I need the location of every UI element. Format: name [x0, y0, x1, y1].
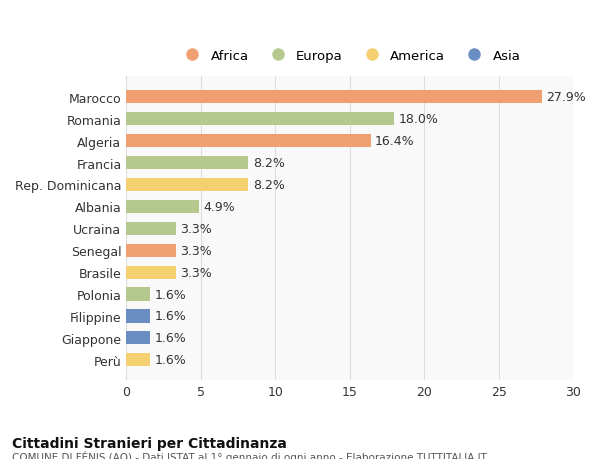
Text: 18.0%: 18.0% — [399, 113, 439, 126]
Bar — [127, 91, 542, 104]
Text: 27.9%: 27.9% — [547, 91, 586, 104]
Bar — [127, 135, 371, 148]
Text: 1.6%: 1.6% — [155, 310, 187, 323]
Text: 16.4%: 16.4% — [375, 135, 415, 148]
Bar — [127, 179, 248, 191]
Text: 1.6%: 1.6% — [155, 353, 187, 366]
Bar — [127, 310, 150, 323]
Text: Cittadini Stranieri per Cittadinanza: Cittadini Stranieri per Cittadinanza — [12, 436, 287, 450]
Text: 1.6%: 1.6% — [155, 288, 187, 301]
Bar — [127, 222, 176, 235]
Text: 3.3%: 3.3% — [180, 222, 212, 235]
Bar — [127, 353, 150, 367]
Bar — [127, 266, 176, 279]
Bar — [127, 113, 394, 126]
Text: 3.3%: 3.3% — [180, 266, 212, 279]
Text: 8.2%: 8.2% — [253, 157, 285, 170]
Text: 1.6%: 1.6% — [155, 332, 187, 345]
Bar — [127, 157, 248, 170]
Text: COMUNE DI FÉNIS (AO) - Dati ISTAT al 1° gennaio di ogni anno - Elaborazione TUTT: COMUNE DI FÉNIS (AO) - Dati ISTAT al 1° … — [12, 450, 487, 459]
Text: 4.9%: 4.9% — [204, 201, 236, 213]
Bar — [127, 244, 176, 257]
Bar — [127, 331, 150, 345]
Bar — [127, 201, 199, 213]
Bar — [127, 288, 150, 301]
Text: 3.3%: 3.3% — [180, 244, 212, 257]
Legend: Africa, Europa, America, Asia: Africa, Europa, America, Asia — [173, 45, 526, 68]
Text: 8.2%: 8.2% — [253, 179, 285, 191]
